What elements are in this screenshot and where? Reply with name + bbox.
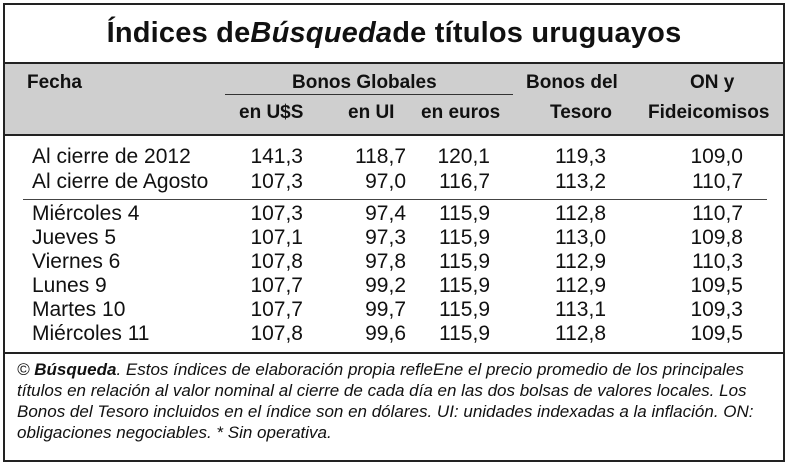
row-fecha: Al cierre de Agosto: [32, 170, 209, 193]
cell-euros: 120,1: [437, 145, 490, 168]
cell-tesoro: 113,2: [555, 170, 606, 193]
title-suffix: de títulos uruguayos: [392, 16, 682, 49]
cell-usd: 107,8: [250, 322, 303, 345]
cell-euros: 115,9: [439, 226, 490, 249]
cell-usd: 107,8: [250, 250, 303, 273]
header-group-divider: [225, 94, 513, 95]
cell-euros: 115,9: [439, 274, 490, 297]
cell-ui: 97,8: [365, 250, 406, 273]
cell-on: 109,5: [690, 274, 743, 297]
cell-tesoro: 112,8: [555, 202, 606, 225]
row-fecha: Al cierre de 2012: [32, 145, 191, 168]
cell-usd: 107,7: [250, 274, 303, 297]
table-header: Fecha Bonos Globales Bonos del ON y en U…: [5, 62, 783, 136]
header-on-y: ON y: [690, 72, 735, 93]
cell-euros: 115,9: [439, 298, 490, 321]
title-emphasis: Búsqueda: [250, 16, 393, 49]
cell-tesoro: 119,3: [555, 145, 606, 168]
footnote-copyright: ©: [17, 360, 35, 379]
table-row: Miércoles 4 107,3 97,4 115,9 112,8 110,7: [5, 202, 783, 227]
title-prefix: Índices de: [106, 16, 251, 49]
cell-euros: 115,9: [439, 250, 490, 273]
header-fideicomisos: Fideicomisos: [648, 102, 770, 123]
table-row: Lunes 9 107,7 99,2 115,9 112,9 109,5: [5, 274, 783, 299]
header-sub-ui: en UI: [348, 102, 395, 123]
cell-ui: 97,0: [365, 170, 406, 193]
row-fecha: Martes 10: [32, 298, 126, 321]
cell-tesoro: 112,8: [555, 322, 606, 345]
cell-ui: 97,3: [365, 226, 406, 249]
header-sub-euros: en euros: [421, 102, 501, 123]
header-sub-usd: en U$S: [239, 102, 304, 123]
cell-ui: 99,2: [365, 274, 406, 297]
row-fecha: Miércoles 11: [32, 322, 150, 345]
cell-tesoro: 112,9: [555, 250, 606, 273]
table-row: Miércoles 11 107,8 99,6 115,9 112,8 109,…: [5, 322, 783, 347]
section-divider: [23, 199, 767, 200]
cell-on: 110,7: [692, 170, 743, 193]
cell-on: 109,5: [690, 322, 743, 345]
header-bonos-globales: Bonos Globales: [292, 72, 437, 93]
cell-euros: 115,9: [439, 202, 490, 225]
cell-usd: 141,3: [250, 145, 303, 168]
footnote-text: © Búsqueda. Estos índices de elaboración…: [17, 359, 777, 443]
row-fecha: Viernes 6: [32, 250, 121, 273]
cell-tesoro: 113,1: [555, 298, 606, 321]
cell-usd: 107,7: [250, 298, 303, 321]
cell-on: 110,3: [692, 250, 743, 273]
cell-ui: 99,7: [365, 298, 406, 321]
table-row: Viernes 6 107,8 97,8 115,9 112,9 110,3: [5, 250, 783, 275]
footnote-body: . Estos índices de elaboración propia re…: [17, 360, 754, 442]
table-row: Jueves 5 107,1 97,3 115,9 113,0 109,8: [5, 226, 783, 251]
cell-ui: 118,7: [355, 145, 406, 168]
cell-usd: 107,3: [250, 170, 303, 193]
cell-euros: 116,7: [439, 170, 490, 193]
table-row: Al cierre de 2012 141,3 118,7 120,1 119,…: [5, 145, 783, 170]
table-row: Martes 10 107,7 99,7 115,9 113,1 109,3: [5, 298, 783, 323]
cell-usd: 107,1: [250, 226, 303, 249]
row-fecha: Jueves 5: [32, 226, 117, 249]
cell-ui: 97,4: [365, 202, 406, 225]
cell-euros: 115,9: [439, 322, 490, 345]
cell-tesoro: 112,9: [555, 274, 606, 297]
cell-usd: 107,3: [250, 202, 303, 225]
cell-on: 110,7: [692, 202, 743, 225]
cell-on: 109,0: [690, 145, 743, 168]
header-bonos-del: Bonos del: [526, 72, 618, 93]
table-frame: Índices de Búsqueda de títulos uruguayos…: [3, 3, 785, 462]
row-fecha: Lunes 9: [32, 274, 107, 297]
header-tesoro: Tesoro: [550, 102, 612, 123]
header-fecha: Fecha: [27, 72, 82, 93]
footnote: © Búsqueda. Estos índices de elaboración…: [5, 352, 783, 464]
cell-on: 109,3: [690, 298, 743, 321]
footnote-source: Búsqueda: [34, 360, 117, 379]
row-fecha: Miércoles 4: [32, 202, 140, 225]
cell-on: 109,8: [690, 226, 743, 249]
cell-tesoro: 113,0: [555, 226, 606, 249]
page-title: Índices de Búsqueda de títulos uruguayos: [5, 5, 783, 61]
table-row: Al cierre de Agosto 107,3 97,0 116,7 113…: [5, 170, 783, 195]
cell-ui: 99,6: [365, 322, 406, 345]
